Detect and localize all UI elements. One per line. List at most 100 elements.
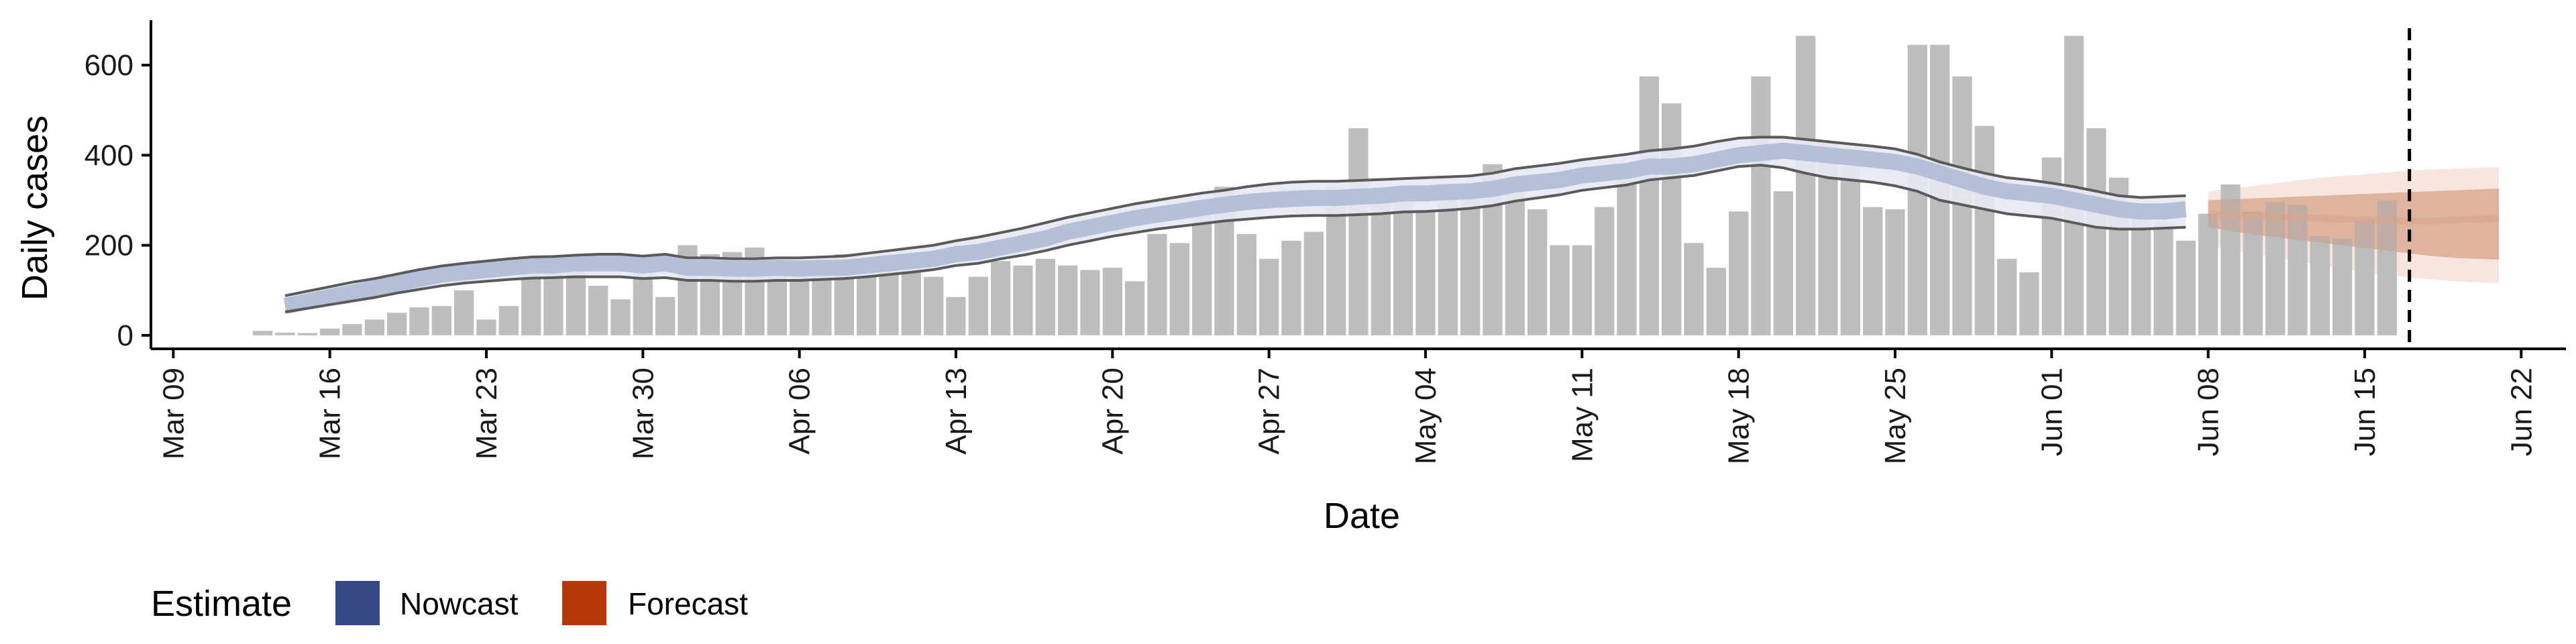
legend-title: Estimate xyxy=(151,584,292,624)
bar xyxy=(1058,265,1078,335)
bar xyxy=(2355,220,2375,335)
bar xyxy=(1415,209,1436,335)
bar xyxy=(1236,233,1256,335)
x-axis-title: Date xyxy=(1324,496,1400,536)
bar xyxy=(1706,268,1726,335)
forecast-median-line xyxy=(2208,210,2500,225)
bar xyxy=(342,324,362,335)
x-tick-label: May 18 xyxy=(1723,368,1756,464)
bar xyxy=(1348,128,1368,335)
bar xyxy=(409,307,429,335)
bar xyxy=(1773,191,1793,335)
bar xyxy=(1751,76,1771,335)
nowcast-band-50 xyxy=(283,142,2187,314)
bar xyxy=(2131,211,2151,335)
x-tick-label: Apr 13 xyxy=(940,368,973,455)
bar xyxy=(1393,200,1413,335)
bar xyxy=(275,332,295,335)
bar xyxy=(1617,166,1637,335)
x-tick-label: May 25 xyxy=(1879,368,1912,464)
bar xyxy=(2019,272,2039,335)
bar xyxy=(588,286,608,335)
x-tick-label: May 04 xyxy=(1409,368,1442,464)
bar xyxy=(498,306,519,335)
y-tick-label: 600 xyxy=(85,49,133,82)
bar xyxy=(857,276,877,335)
bar xyxy=(1840,166,1860,335)
bar xyxy=(2332,238,2353,335)
bar xyxy=(1974,125,1994,335)
legend-label-forecast: Forecast xyxy=(628,586,748,621)
bar xyxy=(1460,189,1481,335)
bar xyxy=(901,263,921,335)
bar xyxy=(387,313,407,335)
x-tick-label: Mar 30 xyxy=(627,368,659,460)
bar xyxy=(946,297,966,335)
bar xyxy=(364,319,384,335)
legend-label-nowcast: Nowcast xyxy=(400,586,519,621)
legend: Estimate Nowcast Forecast xyxy=(151,581,748,625)
bar xyxy=(1035,258,1055,335)
forecast-band-overlay xyxy=(2208,189,2499,260)
bar xyxy=(476,319,496,335)
bar xyxy=(1863,207,1883,335)
bar xyxy=(1303,231,1324,335)
x-tick-label: Jun 01 xyxy=(2035,368,2068,456)
bar xyxy=(968,276,988,335)
bar xyxy=(1796,36,1816,335)
x-tick-label: Jun 08 xyxy=(2192,368,2225,456)
bar xyxy=(320,328,340,335)
legend-key-nowcast xyxy=(335,581,380,625)
bar xyxy=(610,299,631,335)
x-tick-label: Jun 15 xyxy=(2349,368,2381,456)
x-tick-label: Mar 16 xyxy=(314,368,347,460)
bar xyxy=(2243,211,2263,335)
x-tick-label: Mar 23 xyxy=(470,368,503,460)
bar xyxy=(2288,205,2308,335)
bar xyxy=(431,306,451,335)
x-tick-label: May 11 xyxy=(1566,368,1599,462)
bar xyxy=(1662,103,1682,335)
y-axis-title: Daily cases xyxy=(15,115,55,301)
x-tick-label: Mar 09 xyxy=(157,368,190,460)
bar xyxy=(2265,202,2286,335)
bar xyxy=(454,290,474,335)
bar xyxy=(2198,213,2218,335)
bar xyxy=(1527,209,1548,335)
bar xyxy=(1729,211,1749,335)
bar xyxy=(1885,209,1905,335)
bar xyxy=(1639,76,1659,335)
y-tick-label: 200 xyxy=(85,229,133,262)
bar xyxy=(521,272,541,335)
y-tick-label: 400 xyxy=(85,139,133,172)
x-tick-label: Jun 22 xyxy=(2505,368,2538,456)
bar xyxy=(1169,243,1189,335)
bar xyxy=(2176,240,2196,335)
bar xyxy=(1102,268,1122,335)
bar xyxy=(297,333,317,335)
legend-key-forecast xyxy=(562,581,606,625)
nowcast-lower-line xyxy=(284,164,2186,313)
bar xyxy=(2310,236,2330,335)
bar xyxy=(655,297,676,335)
bar xyxy=(1281,240,1301,335)
x-tick-label: Apr 06 xyxy=(784,368,816,455)
bar xyxy=(1595,207,1615,335)
bar xyxy=(1505,180,1525,335)
bar xyxy=(2220,184,2241,335)
bar xyxy=(812,272,832,335)
bar xyxy=(1080,270,1100,335)
nowcast-upper-line xyxy=(284,136,2186,297)
bar xyxy=(991,261,1011,335)
x-tick-label: Apr 20 xyxy=(1096,368,1129,455)
bar xyxy=(1572,245,1592,335)
axes-layer: 0 200 400 600 Mar 09 Mar 16 Mar 23 Mar 30 Apr 06… xyxy=(85,20,2566,464)
bar xyxy=(1125,281,1145,335)
y-tick-label: 0 xyxy=(117,319,133,352)
line-layer xyxy=(283,28,2500,349)
bar xyxy=(924,276,944,335)
bar xyxy=(1997,258,2017,335)
bar xyxy=(2153,223,2174,335)
